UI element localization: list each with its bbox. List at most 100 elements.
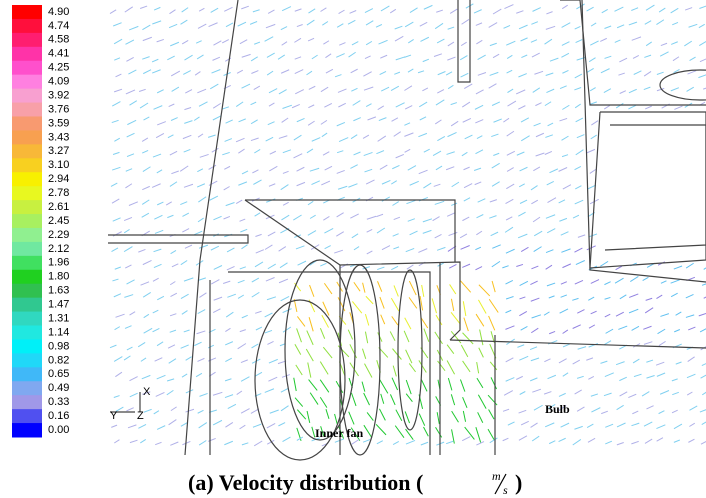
velocity-vector [124,217,132,220]
velocity-vector [632,37,641,40]
velocity-vector [519,410,527,413]
velocity-vector [308,38,314,41]
velocity-vector [504,25,511,28]
velocity-vector [172,87,179,91]
velocity-vector [519,311,526,315]
velocity-vector [392,378,398,390]
vector-field [110,4,706,446]
velocity-vector [339,10,345,13]
velocity-vector [364,152,373,155]
velocity-vector [143,292,151,297]
velocity-vector [157,122,166,125]
velocity-vector [531,298,540,301]
velocity-vector [350,165,357,169]
legend-label: 3.92 [48,89,69,101]
velocity-vector [450,284,456,294]
velocity-vector [335,414,338,424]
velocity-vector [577,135,585,138]
velocity-vector [686,263,693,268]
velocity-vector [225,328,230,331]
velocity-vector [200,393,208,396]
velocity-vector [490,43,497,45]
velocity-vector [323,41,329,44]
velocity-vector [325,166,332,170]
velocity-vector [505,227,513,232]
velocity-vector [324,228,333,233]
velocity-vector [225,379,231,381]
velocity-vector [210,84,218,89]
velocity-vector [604,26,611,29]
legend-label: 0.49 [48,382,69,394]
velocity-vector [687,87,694,91]
velocity-vector [380,380,388,394]
velocity-vector [404,55,411,57]
velocity-vector [530,347,537,350]
velocity-vector [418,71,424,73]
velocity-vector [213,103,221,108]
velocity-vector [424,149,430,152]
velocity-vector [532,53,540,57]
velocity-vector [672,410,678,413]
velocity-vector [392,118,398,121]
velocity-vector [184,278,193,281]
velocity-vector [339,43,345,46]
velocity-vector [115,372,122,376]
velocity-vector [251,57,258,61]
geometry [108,0,706,460]
velocity-vector [336,232,343,237]
velocity-vector [250,21,257,24]
velocity-vector [644,55,651,57]
velocity-vector [490,200,497,202]
velocity-vector [128,425,136,428]
legend-label: 3.76 [48,103,69,115]
velocity-vector [297,118,305,121]
velocity-vector [166,202,172,205]
velocity-vector [282,42,287,46]
velocity-vector [381,394,384,404]
box-side [590,112,706,268]
velocity-vector [550,169,558,173]
velocity-vector [213,216,221,219]
velocity-vector [211,8,218,12]
velocity-vector [255,213,261,216]
velocity-vector [408,219,415,222]
velocity-vector [560,86,567,89]
velocity-vector [559,218,567,221]
velocity-vector [475,120,483,123]
velocity-vector [283,309,292,313]
velocity-vector [184,149,191,152]
velocity-vector [547,283,555,286]
velocity-vector [199,245,208,248]
legend-swatch [12,284,42,298]
velocity-vector [253,180,261,185]
velocity-vector [282,105,291,108]
velocity-vector [576,150,584,155]
velocity-vector [406,248,414,251]
velocity-vector [312,138,321,142]
velocity-vector [366,296,373,304]
velocity-vector [155,230,163,233]
velocity-vector [226,203,235,206]
velocity-vector [575,74,582,78]
velocity-vector [531,200,537,204]
velocity-vector [546,265,552,269]
velocity-vector [646,375,654,378]
velocity-vector [575,390,582,394]
velocity-vector [378,136,386,141]
velocity-vector [380,71,386,74]
velocity-vector [152,70,160,73]
velocity-vector [462,437,470,441]
velocity-vector [420,37,428,41]
velocity-vector [504,391,513,396]
velocity-vector [390,331,395,340]
velocity-vector [435,201,444,204]
velocity-vector [185,90,192,94]
velocity-vector [195,72,200,76]
velocity-vector [394,132,401,137]
velocity-vector [591,311,597,314]
velocity-vector [660,314,668,317]
velocity-vector [406,380,411,394]
velocity-vector [170,442,178,445]
velocity-vector [366,180,374,184]
velocity-vector [674,330,680,332]
